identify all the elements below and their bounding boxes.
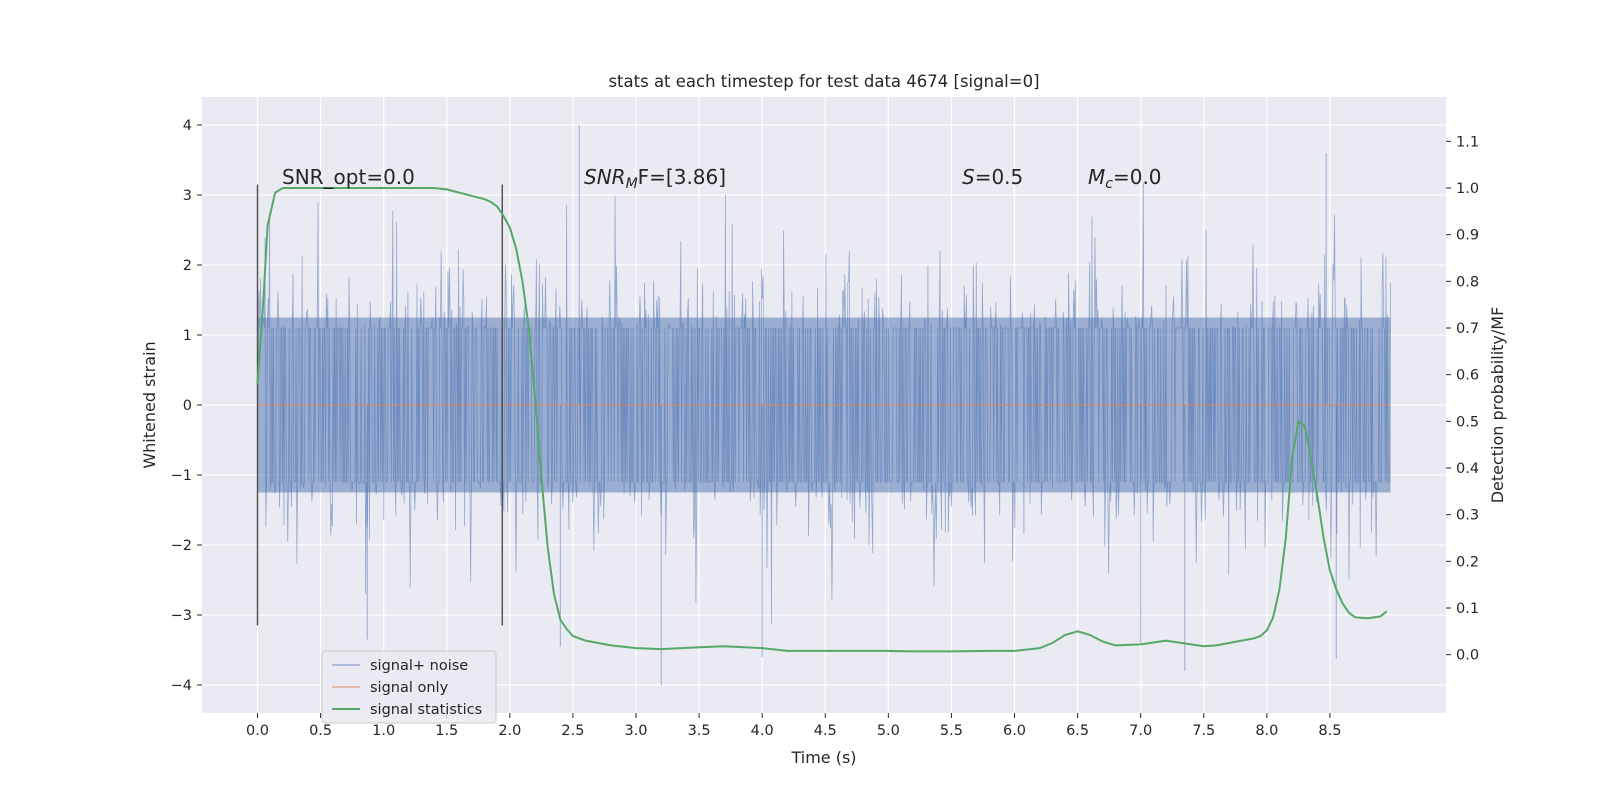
annotation-snr-mf-subscript: M xyxy=(626,176,638,192)
annotation-mc-value: =0.0 xyxy=(1113,165,1162,189)
x-tick-label: 1.0 xyxy=(372,723,395,739)
legend-box xyxy=(321,650,497,724)
y2-axis-ticks: 1.1 1.0 0.9 0.8 0.7 0.6 0.5 0.4 0.3 0.2 0.1 0.0 xyxy=(1446,134,1479,664)
y-tick-label: 3 xyxy=(183,188,192,204)
y2-tick-label: 0.0 xyxy=(1456,648,1479,664)
y-tick-label: −3 xyxy=(171,608,192,624)
annotation-s: S=0.5 xyxy=(962,165,1023,189)
x-tick-label: 6.5 xyxy=(1066,723,1089,739)
chart-title: stats at each timestep for test data 467… xyxy=(608,72,1039,91)
x-tick-label: 5.0 xyxy=(877,723,900,739)
x-tick-label: 0.5 xyxy=(309,723,332,739)
y2-tick-label: 0.8 xyxy=(1456,274,1479,290)
y2-tick-label: 0.2 xyxy=(1456,554,1479,570)
x-axis-ticks: 0.0 0.5 1.0 1.5 2.0 2.5 3.0 3.5 4.0 4.5 5.0 5.5 6.0 6… xyxy=(246,713,1341,739)
y-tick-label: 0 xyxy=(183,398,192,414)
y2-tick-label: 0.7 xyxy=(1456,321,1479,337)
x-tick-label: 1.5 xyxy=(435,723,458,739)
x-tick-label: 2.0 xyxy=(498,723,521,739)
legend-label-signal-statistics: signal statistics xyxy=(370,702,482,718)
y-tick-label: −4 xyxy=(171,678,192,694)
annotation-mc: Mc=0.0 xyxy=(1088,165,1162,192)
y-tick-label: −1 xyxy=(171,468,192,484)
annotation-mc-var: M xyxy=(1088,165,1105,189)
y-axis-label: Whitened strain xyxy=(140,341,159,468)
x-tick-label: 5.5 xyxy=(940,723,963,739)
y2-tick-label: 0.1 xyxy=(1456,601,1479,617)
y2-tick-label: 0.3 xyxy=(1456,508,1479,524)
annotation-s-var: S xyxy=(962,165,975,189)
x-tick-label: 8.0 xyxy=(1255,723,1278,739)
x-tick-label: 7.0 xyxy=(1129,723,1152,739)
annotations: SNR_opt=0.0 SNRMF=[3.86] S=0.5 Mc=0.0 xyxy=(282,165,1162,192)
x-tick-label: 4.5 xyxy=(814,723,837,739)
legend-label-signal-noise: signal+ noise xyxy=(370,658,468,674)
x-tick-label: 4.0 xyxy=(751,723,774,739)
y2-tick-label: 0.9 xyxy=(1456,228,1479,244)
x-tick-label: 3.0 xyxy=(624,723,647,739)
x-tick-label: 8.5 xyxy=(1318,723,1341,739)
annotation-s-value: =0.5 xyxy=(975,165,1024,189)
y-tick-label: 2 xyxy=(183,258,192,274)
series-signal-statistics-line xyxy=(256,187,1388,653)
annotation-snr-mf-base: SNR xyxy=(584,165,626,189)
y2-tick-label: 1.0 xyxy=(1456,181,1479,197)
annotation-mc-subscript: c xyxy=(1105,176,1113,192)
annotation-snr-mf: SNRMF=[3.86] xyxy=(584,165,726,192)
noise-trace xyxy=(257,182,1391,625)
y-axis-ticks: 4 3 2 1 0 −1 −2 −3 −4 xyxy=(171,118,202,694)
x-axis-label: Time (s) xyxy=(790,748,856,767)
y2-tick-label: 1.1 xyxy=(1456,134,1479,150)
x-tick-label: 7.5 xyxy=(1192,723,1215,739)
y2-tick-label: 0.6 xyxy=(1456,368,1479,384)
annotation-snr-mf-value: F=[3.86] xyxy=(638,165,726,189)
y-tick-label: 1 xyxy=(183,328,192,344)
x-tick-label: 0.0 xyxy=(246,723,269,739)
legend-label-signal-only: signal only xyxy=(370,680,449,696)
legend: signal+ noise signal only signal statist… xyxy=(321,650,497,724)
y-tick-label: −2 xyxy=(171,538,192,554)
y2-axis-label: Detection probability/MF xyxy=(1488,307,1507,504)
x-tick-label: 6.0 xyxy=(1003,723,1026,739)
annotation-snr-opt: SNR_opt=0.0 xyxy=(282,165,415,189)
y-tick-label: 4 xyxy=(183,118,192,134)
x-tick-label: 3.5 xyxy=(688,723,711,739)
y2-tick-label: 0.4 xyxy=(1456,461,1479,477)
x-tick-label: 2.5 xyxy=(561,723,584,739)
vertical-markers xyxy=(256,184,504,626)
y2-tick-label: 0.5 xyxy=(1456,414,1479,430)
